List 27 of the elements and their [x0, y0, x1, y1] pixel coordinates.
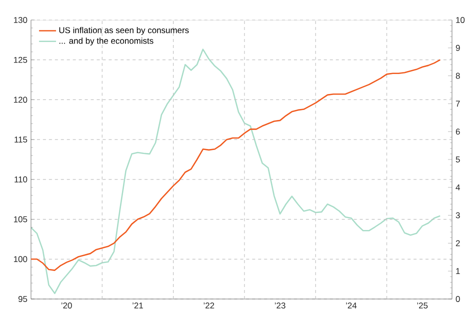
y2-tick-label: 9	[456, 44, 460, 51]
y2-tick-label: 5	[456, 156, 460, 162]
legend-label: US inflation as seen by consumers	[59, 26, 189, 35]
y-tick-label: 95	[18, 296, 28, 302]
x-tick-label: ’25	[417, 302, 428, 309]
y-tick-label: 115	[14, 136, 28, 143]
y-tick-label: 105	[14, 216, 28, 222]
y2-tick-label: 4	[456, 184, 460, 190]
y-tick-label: 125	[14, 56, 28, 63]
y2-tick-label: 6	[456, 128, 460, 135]
y2-tick-label: 1	[456, 268, 460, 274]
x-tick-label: ’22	[204, 302, 214, 308]
y-tick-label: 130	[14, 17, 28, 23]
x-tick-label: ’20	[61, 302, 72, 309]
y2-tick-label: 10	[456, 17, 465, 23]
y-tick-label: 110	[14, 176, 28, 182]
x-tick-label: ’21	[132, 302, 143, 308]
y2-tick-label: 8	[456, 72, 460, 79]
y2-tick-label: 2	[456, 240, 460, 246]
y-tick-label: 120	[14, 96, 28, 103]
y2-tick-label: 7	[456, 100, 460, 107]
x-tick-label: ’23	[274, 302, 286, 309]
x-tick-label: ’24	[346, 302, 357, 308]
y-tick-label: 100	[14, 256, 28, 262]
y2-tick-label: 3	[456, 212, 460, 218]
legend-label: ... and by the economists	[59, 38, 154, 46]
y2-tick-label: 0	[456, 296, 460, 302]
